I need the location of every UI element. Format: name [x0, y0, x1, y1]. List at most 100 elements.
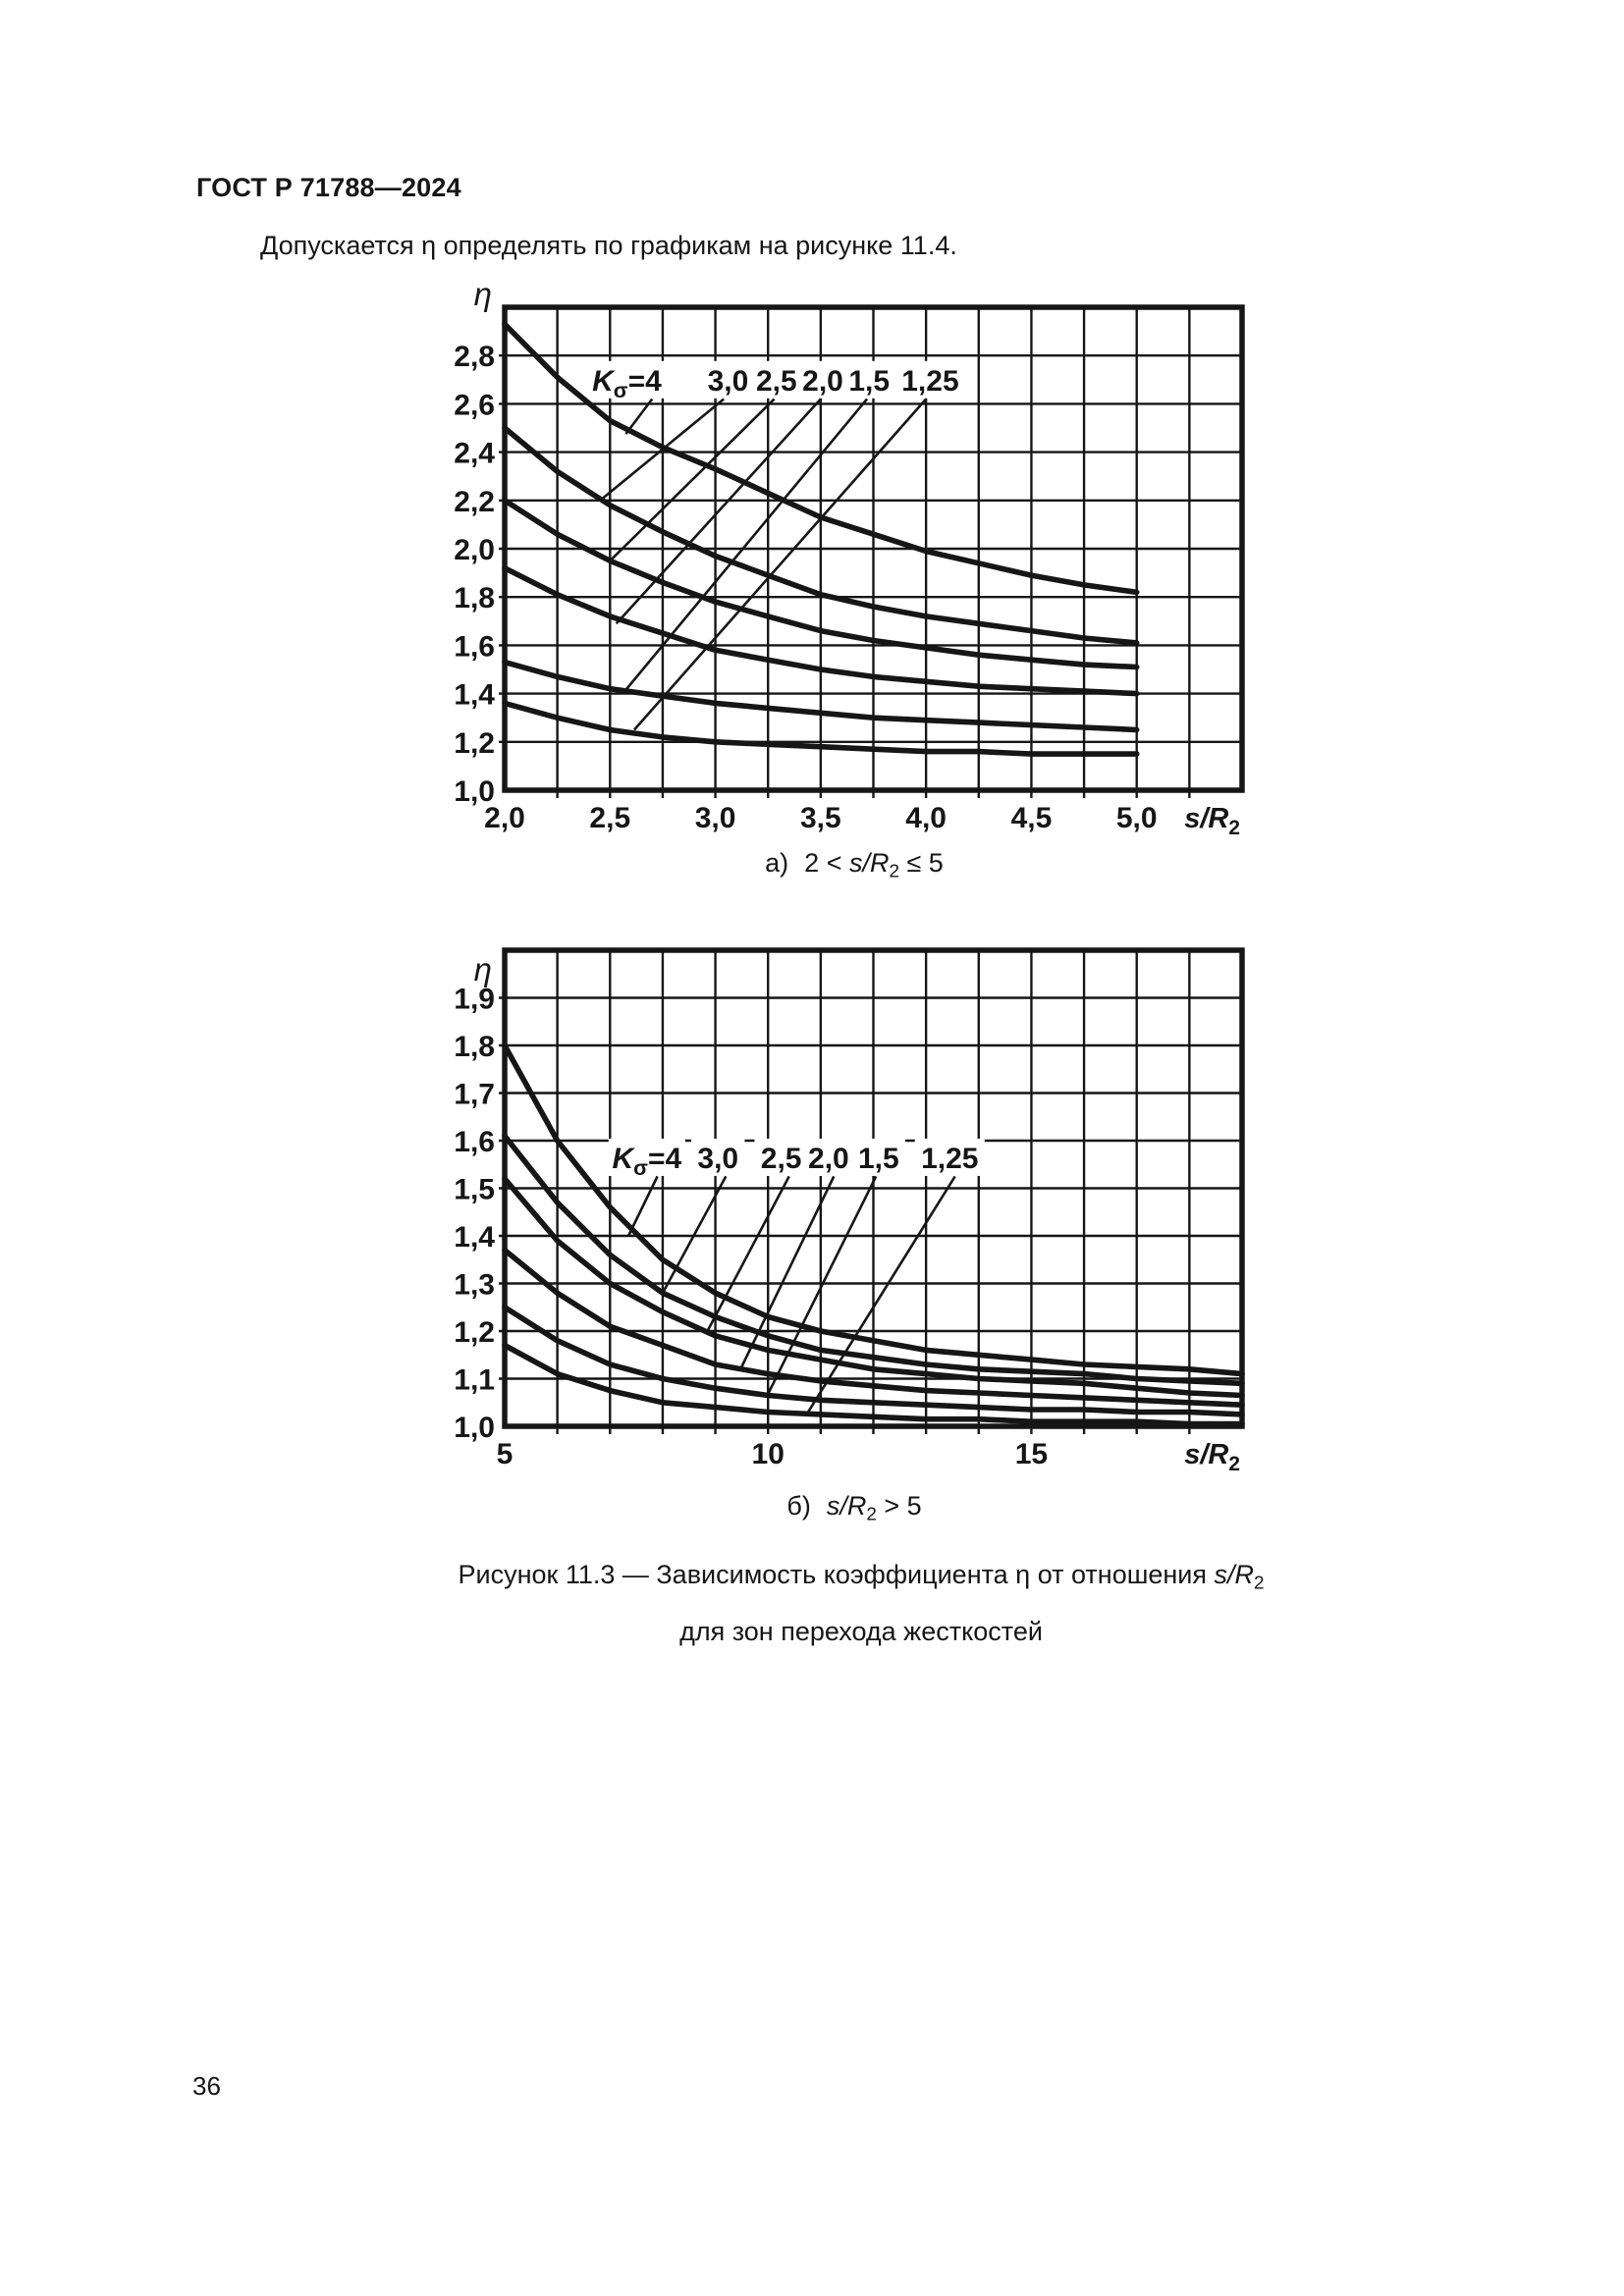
y-tick-label: 1,0 — [454, 1412, 495, 1444]
curve-label: 3,0 — [708, 365, 749, 398]
curve-label: 1,25 — [921, 1143, 978, 1175]
caption-a-subscript: 2 — [889, 861, 899, 882]
leader-line — [626, 1175, 659, 1237]
caption-a-condition-post: ≤ 5 — [898, 848, 944, 878]
leader-line — [806, 1175, 956, 1415]
plot-border — [502, 947, 1245, 1429]
caption-a-condition-pre: 2 < — [804, 848, 849, 878]
y-tick-label: 1,5 — [454, 1174, 495, 1206]
curve-2,5 — [502, 1176, 1245, 1399]
y-tick-label: 1,3 — [454, 1269, 495, 1302]
curve-1,5 — [502, 1305, 1245, 1417]
curve-label: Kσ=4 — [592, 365, 662, 402]
curve-2,5 — [502, 497, 1140, 670]
y-axis-title: η — [474, 276, 492, 312]
y-tick-label: 1,2 — [454, 727, 495, 760]
y-tick-label: 1,4 — [454, 1221, 495, 1254]
x-tick-label: 5 — [497, 1438, 514, 1470]
y-axis-title: η — [474, 951, 492, 988]
curve-label-background — [842, 360, 896, 399]
chart-b-eta-vs-sr2: Kσ=4 3,0 2,5 2,0 1,5 1,25 5 10 15 1,0 1,1 1,2 1,3 1,4… — [454, 947, 1245, 1475]
figure-caption-variable: s/R — [1214, 1560, 1255, 1589]
curve-label: 2,5 — [756, 365, 797, 398]
x-axis-title: s/R2 — [1184, 1439, 1240, 1475]
x-tick-label: 2,0 — [484, 802, 525, 834]
curve-label-background — [754, 1138, 808, 1176]
curve-label-background — [588, 360, 666, 399]
y-tick-label: 2,0 — [454, 534, 495, 566]
caption-b-condition-post: > 5 — [876, 1491, 922, 1521]
document-header: ГОСТ Р 71788—2024 — [196, 173, 461, 202]
caption-b-subscript: 2 — [866, 1504, 877, 1525]
x-tick-label: 4,0 — [905, 802, 947, 834]
y-tick-label: 1,0 — [454, 775, 495, 808]
caption-a-letter: а) — [765, 848, 789, 878]
y-tick-label: 2,4 — [454, 438, 495, 470]
figure-caption: Рисунок 11.3 — Зависимость коэффициента … — [321, 1551, 1401, 1655]
x-tick-label: 3,0 — [695, 802, 736, 834]
curve-label: Kσ=4 — [612, 1143, 681, 1180]
curve-1,5 — [502, 659, 1140, 733]
leader-line — [767, 1175, 878, 1395]
curve-3,0 — [502, 1133, 1245, 1387]
curve-label: 1,5 — [858, 1143, 899, 1175]
curve-label: 1,25 — [901, 365, 958, 398]
x-tick-label: 5,0 — [1116, 802, 1158, 834]
x-tick-label: 3,5 — [800, 802, 841, 834]
curve-label-background — [801, 1138, 856, 1176]
y-tick-label: 1,6 — [454, 630, 495, 663]
curve-Kσ=4 — [502, 321, 1140, 596]
curve-Kσ=4 — [502, 1042, 1245, 1377]
figure-caption-line1: Рисунок 11.3 — Зависимость коэффициента … — [458, 1560, 1265, 1594]
curve-label-background — [749, 360, 803, 399]
figure-caption-subscript: 2 — [1254, 1573, 1265, 1594]
x-tick-label: 15 — [1015, 1438, 1048, 1470]
curve-3,0 — [502, 425, 1140, 646]
leader-line — [661, 1175, 728, 1294]
leader-line — [615, 398, 822, 625]
caption-chart-a: а) 2 < s/R2 ≤ 5 — [422, 848, 1286, 883]
caption-b-letter: б) — [786, 1491, 811, 1521]
y-tick-label: 1,7 — [454, 1079, 495, 1111]
curve-label: 2,0 — [808, 1143, 849, 1175]
leader-line — [706, 1175, 790, 1332]
caption-b-variable: s/R — [826, 1491, 867, 1521]
x-tick-label: 10 — [752, 1438, 785, 1470]
leader-line — [623, 398, 869, 694]
x-tick-label: 4,5 — [1011, 802, 1053, 834]
curve-label-background — [894, 360, 965, 399]
leader-line — [609, 398, 776, 562]
y-tick-label: 1,4 — [454, 679, 495, 712]
curve-label-background — [795, 360, 850, 399]
chart-a-eta-vs-sr2: Kσ=4 3,0 2,5 2,0 1,5 1,252,0 2,5 3,0 3,5 4,0 4,5 5,… — [454, 276, 1245, 839]
y-tick-label: 1,1 — [454, 1364, 495, 1397]
caption-chart-b: б) s/R2 > 5 — [422, 1491, 1286, 1526]
curve-2,0 — [502, 1247, 1245, 1408]
y-tick-label: 1,2 — [454, 1316, 495, 1349]
figure-caption-line2: для зон перехода жесткостей — [679, 1616, 1043, 1646]
curve-1,25 — [502, 1342, 1245, 1427]
curve-label-background — [608, 1138, 685, 1176]
y-tick-label: 1,8 — [454, 1031, 495, 1063]
curve-label-background — [701, 360, 755, 399]
leader-line — [740, 1175, 836, 1367]
curve-2,0 — [502, 564, 1140, 697]
curve-label: 3,0 — [697, 1143, 738, 1175]
plot-border — [502, 304, 1245, 793]
page-number: 36 — [192, 2071, 221, 2101]
y-tick-label: 1,8 — [454, 582, 495, 614]
curve-label-background — [914, 1138, 985, 1176]
curve-label: 1,5 — [848, 365, 890, 398]
leader-line — [632, 398, 928, 731]
x-tick-label: 2,5 — [589, 802, 630, 834]
curve-1,25 — [502, 700, 1140, 757]
curve-label-background — [851, 1138, 906, 1176]
curve-label: 2,5 — [761, 1143, 802, 1175]
y-tick-label: 2,6 — [454, 389, 495, 421]
curve-label-background — [691, 1138, 745, 1176]
y-tick-label: 2,8 — [454, 341, 495, 373]
caption-a-variable: s/R — [848, 848, 890, 878]
y-tick-label: 1,9 — [454, 984, 495, 1016]
y-tick-label: 2,2 — [454, 486, 495, 518]
